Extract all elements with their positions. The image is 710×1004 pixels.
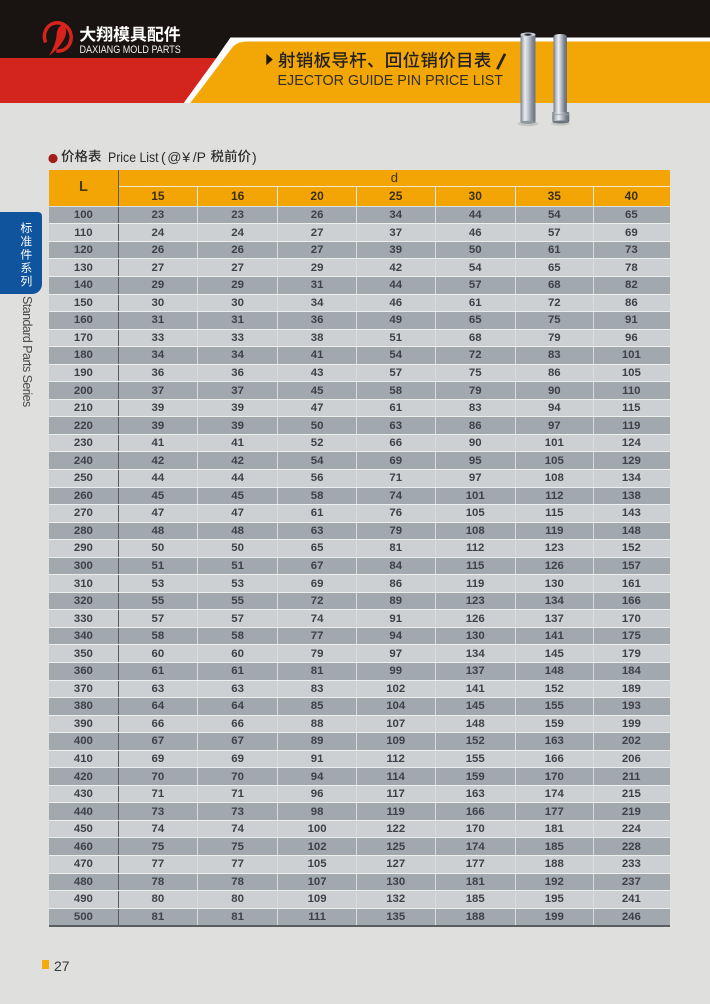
svg-text:Price List: Price List bbox=[108, 149, 159, 165]
svg-text:(: ( bbox=[161, 149, 166, 165]
svg-text:): ) bbox=[252, 149, 257, 165]
svg-text:EJECTOR GUIDE PIN PRICE LIST: EJECTOR GUIDE PIN PRICE LIST bbox=[278, 73, 504, 89]
svg-text:¥: ¥ bbox=[181, 150, 190, 166]
svg-text:DAXIANG MOLD PARTS: DAXIANG MOLD PARTS bbox=[80, 44, 181, 56]
svg-text:@: @ bbox=[167, 149, 181, 165]
svg-text:/P: /P bbox=[193, 149, 206, 165]
